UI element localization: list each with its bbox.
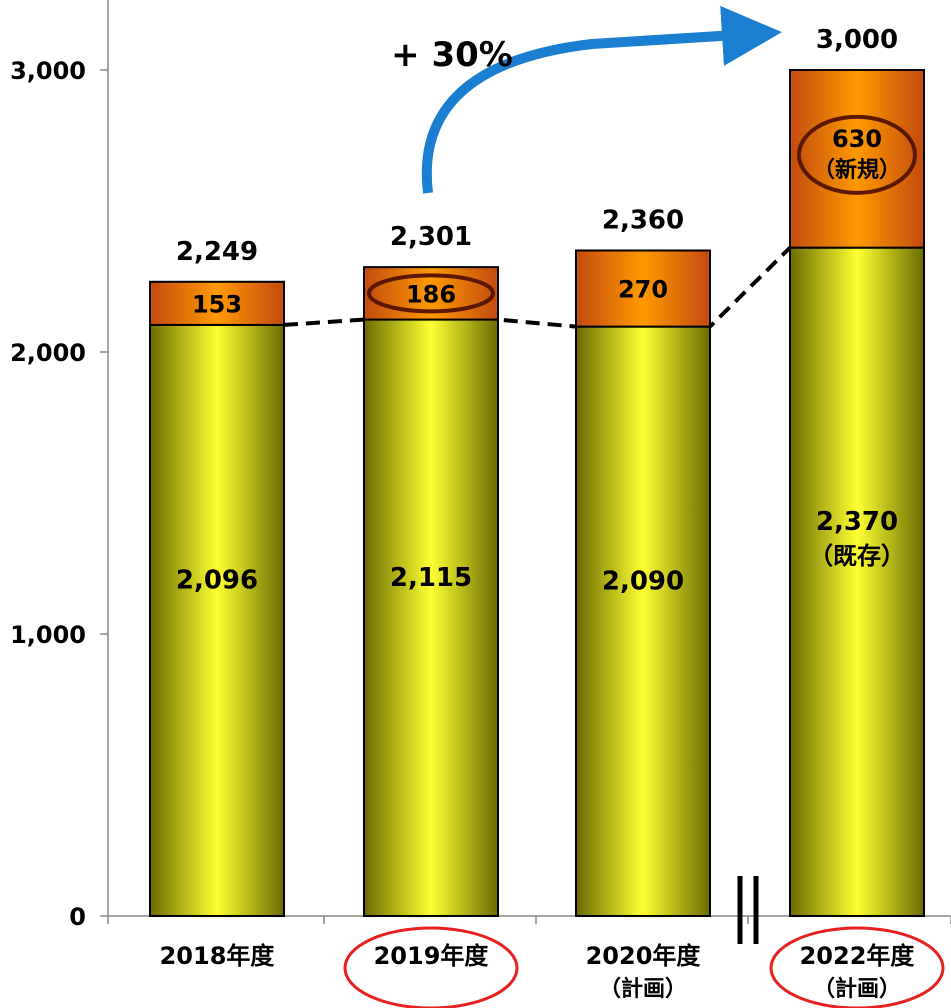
total-label: 2,249: [176, 237, 258, 267]
bar-top-2: [575, 249, 711, 328]
top-value-label: 153: [192, 290, 242, 318]
growth-annotation: + 30%: [391, 35, 513, 75]
base-connector-line: [283, 246, 792, 329]
bar-top-0: [149, 280, 285, 326]
top-value-label: 270: [618, 276, 668, 304]
base-value-label: 2,090: [602, 566, 684, 596]
category-highlight-ellipse: [343, 926, 519, 1008]
base-value-label: 2,096: [176, 565, 258, 595]
y-tick-label: 0: [69, 903, 86, 931]
x-category-note: （計画）: [813, 976, 901, 1002]
base-value-label: 2,370: [816, 507, 898, 537]
x-category-label: 2022年度: [800, 942, 916, 970]
top-value-label: 630: [832, 125, 882, 153]
highlight-ellipse: [367, 273, 495, 314]
x-category-label: 2020年度: [586, 942, 702, 970]
growth-arrow: [421, 5, 782, 194]
top-value-label: 186: [406, 280, 456, 308]
bar-top-3: [789, 69, 925, 249]
total-label: 2,301: [390, 222, 472, 252]
total-label: 2,360: [602, 205, 684, 235]
category-highlight-ellipse: [769, 926, 945, 1008]
base-note-label: （既存）: [809, 542, 905, 570]
x-category-note: （計画）: [599, 976, 687, 1002]
base-value-label: 2,115: [390, 563, 472, 593]
bar-base-1: [363, 318, 499, 917]
bar-base-2: [575, 325, 711, 917]
y-tick-label: 2,000: [10, 339, 86, 367]
y-tick-label: 3,000: [10, 57, 86, 85]
x-category-label: 2019年度: [374, 942, 490, 970]
y-tick-label: 1,000: [10, 621, 86, 649]
bar-base-3: [789, 246, 925, 918]
highlight-ellipse: [797, 114, 917, 195]
bar-base-0: [149, 323, 285, 918]
top-note-label: （新規）: [813, 157, 901, 183]
x-category-label: 2018年度: [160, 942, 276, 970]
total-label: 3,000: [816, 25, 898, 55]
